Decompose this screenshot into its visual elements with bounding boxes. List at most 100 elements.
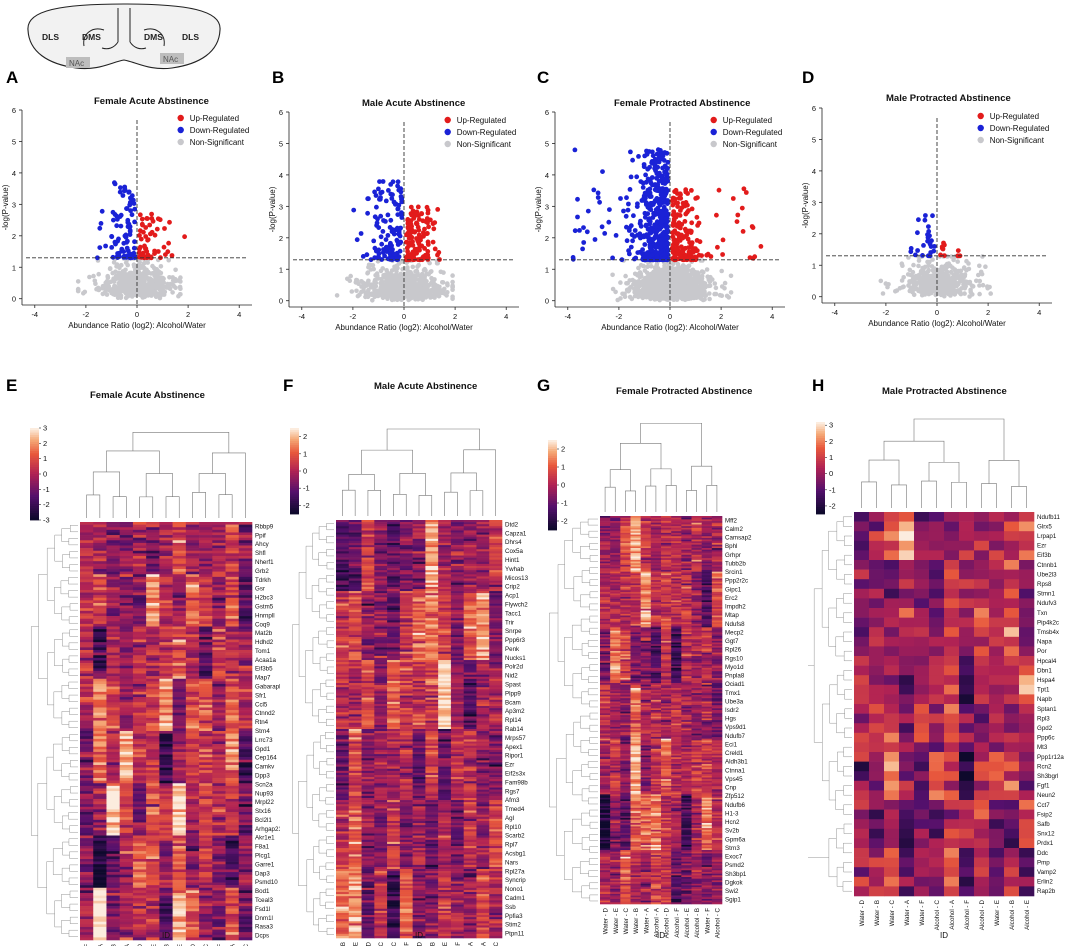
heatmap-cell — [146, 589, 160, 593]
heatmap-cell — [93, 663, 107, 666]
down-regulated-point — [374, 220, 380, 226]
ns-point — [391, 289, 397, 295]
down-regulated-point — [570, 255, 576, 260]
heatmap-cell — [199, 621, 213, 625]
ns-point — [610, 272, 615, 278]
heatmap-cell — [132, 613, 147, 617]
heatmap-cell — [159, 712, 173, 716]
heatmap-cell — [159, 689, 173, 693]
heatmap-cell — [225, 686, 240, 690]
heatmap-cell — [185, 542, 200, 546]
heatmap-cell — [146, 540, 160, 544]
down-regulated-point — [665, 248, 670, 254]
heatmap-cell — [159, 623, 173, 627]
heatmap-cell — [146, 647, 160, 651]
x-tick-label: 2 — [986, 308, 990, 317]
heatmap-cell — [238, 647, 253, 651]
heatmap-cell — [185, 608, 200, 612]
heatmap-cell — [159, 561, 173, 565]
y-tick-label: 3 — [545, 202, 549, 211]
heatmap-cell — [119, 668, 134, 672]
heatmap-cell — [238, 540, 253, 544]
heatmap-cell — [80, 686, 94, 690]
heatmap-cell — [146, 584, 160, 588]
ns-point — [682, 280, 688, 285]
down-regulated-point — [123, 234, 129, 240]
down-regulated-point — [575, 214, 580, 220]
heatmap-cell — [106, 553, 120, 557]
heatmap-cell — [225, 555, 240, 559]
heatmap-cell — [80, 663, 94, 666]
heatmap-cell — [106, 616, 120, 619]
heatmap-cell — [146, 697, 160, 700]
heatmap-cell — [93, 550, 107, 554]
heatmap-cell — [172, 589, 187, 593]
heatmap-cell — [106, 683, 120, 687]
ns-point — [922, 264, 928, 270]
heatmap-cell — [185, 678, 200, 682]
heatmap-cell — [238, 712, 253, 716]
heatmap-cell — [185, 605, 200, 609]
ns-point — [699, 269, 705, 274]
ns-point — [657, 269, 662, 275]
down-regulated-point — [129, 193, 135, 199]
heatmap-cell — [80, 616, 94, 619]
heatmap-cell — [225, 652, 240, 656]
heatmap-cell — [159, 639, 173, 643]
ns-point — [146, 277, 152, 283]
heatmap-cell — [199, 616, 213, 619]
up-regulated-point — [683, 187, 689, 193]
heatmap-cell — [172, 545, 187, 549]
heatmap-cell — [212, 657, 226, 661]
heatmap-cell — [225, 647, 240, 651]
heatmap-cell — [225, 631, 240, 635]
heatmap-cell — [225, 710, 240, 714]
ns-point — [722, 280, 728, 286]
y-tick-label: 4 — [12, 169, 16, 178]
heatmap-cell — [119, 663, 134, 666]
heatmap-cell — [106, 610, 120, 614]
heatmap-cell — [238, 720, 253, 724]
up-regulated-point — [697, 239, 703, 245]
heatmap-cell — [146, 676, 160, 680]
heatmap-cell — [172, 579, 187, 583]
ns-point — [924, 273, 929, 278]
heatmap-cell — [106, 561, 120, 565]
ns-point — [681, 288, 686, 293]
heatmap-cell — [106, 605, 120, 609]
heatmap-cell — [146, 704, 160, 708]
heatmap-cell — [172, 699, 187, 703]
heatmap-cell — [212, 569, 226, 572]
heatmap-cell — [146, 639, 160, 643]
heatmap-cell — [80, 608, 94, 612]
down-regulated-point — [390, 192, 395, 198]
down-regulated-point — [364, 252, 370, 258]
ns-point — [107, 266, 113, 272]
down-regulated-point — [394, 237, 400, 243]
heatmap-cell — [132, 527, 147, 531]
heatmap-cell — [146, 702, 160, 706]
heatmap-cell — [159, 602, 173, 606]
heatmap-cell — [238, 545, 253, 549]
up-regulated-point — [412, 251, 418, 256]
heatmap-cell — [93, 558, 107, 562]
heatmap-cell — [199, 650, 213, 653]
heatmap-cell — [132, 553, 147, 557]
heatmap-cell — [119, 566, 134, 570]
heatmap-cell — [225, 548, 240, 552]
heatmap-cell — [132, 610, 147, 614]
heatmap-cell — [159, 681, 173, 685]
heatmap-cell — [159, 691, 173, 695]
heatmap-cell — [80, 548, 94, 552]
up-regulated-point — [942, 242, 947, 248]
ns-point — [618, 280, 623, 285]
down-regulated-point — [118, 223, 124, 229]
heatmap-cell — [119, 569, 134, 572]
down-regulated-point — [373, 193, 379, 198]
legend-down-regulated-marker — [977, 124, 984, 132]
heatmap-cell — [146, 527, 160, 531]
heatmap-cell — [172, 623, 187, 627]
down-regulated-point — [655, 205, 661, 211]
heatmap-cell — [212, 636, 226, 640]
heatmap-cell — [172, 647, 187, 651]
